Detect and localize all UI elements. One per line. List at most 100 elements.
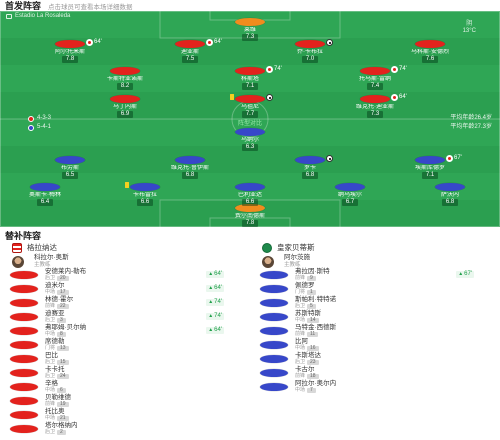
sub-player[interactable]: 苏斯特斯 中场 14 <box>250 310 500 324</box>
home-player[interactable]: 卡斯特亚诺斯 8.2 <box>90 67 160 90</box>
jersey-icon <box>110 95 140 103</box>
away-player[interactable]: 布劳斯 6.5 <box>35 156 105 179</box>
sub-player[interactable]: 卡斯塔达 后卫 23 <box>250 352 500 366</box>
sub-player[interactable]: 马特金·西德斯 前锋 11 <box>250 324 500 338</box>
sub-player-name: 塔尔格纳内 <box>45 421 78 429</box>
home-player[interactable]: 乔·卡布拉 7.0 <box>275 39 345 63</box>
away-team-header[interactable]: 皇家贝蒂斯 <box>262 242 315 253</box>
jersey-icon <box>260 313 288 321</box>
sub-player[interactable]: 佩德罗 门将 1 <box>250 282 500 296</box>
jersey-icon <box>295 156 325 164</box>
player-rating: 6.3 <box>241 144 259 151</box>
player-name: 托马斯·雷纳 <box>359 76 391 82</box>
sub-player[interactable]: 席德勒 门将 13 <box>0 338 250 352</box>
sub-player-text: 贝勒维德 前锋 19 <box>45 394 71 408</box>
sub-player-number: 19 <box>57 401 69 407</box>
sub-player[interactable]: 辛格 中场 6 <box>0 380 250 394</box>
sub-player-name: 卡斯塔达 <box>295 351 321 359</box>
player-cards <box>230 94 234 100</box>
sub-player[interactable]: 塔尔格纳内 后卫 2 <box>0 422 250 436</box>
sub-player-position: 后卫 <box>295 303 306 309</box>
sub-player-position: 门将 <box>295 289 306 295</box>
sub-player[interactable]: 斯帕利·特特诺 后卫 5 <box>250 296 500 310</box>
away-player[interactable]: 奥斯卡·梅林 6.4 <box>10 183 80 206</box>
sub-player-position: 中场 <box>295 317 306 323</box>
home-player[interactable]: 马科斯·安德烈 7.6 <box>395 40 465 63</box>
away-player[interactable]: 埃斯库德罗 7.1 67' <box>395 155 465 179</box>
player-rating: 6.7 <box>341 199 359 206</box>
sub-in-arrow-icon: ▲ <box>208 313 214 319</box>
jersey-icon <box>10 425 38 433</box>
home-player[interactable]: 科斯塔 7.1 74' <box>215 66 285 90</box>
sub-player-number: 13 <box>57 345 69 351</box>
sub-in-minute: ▲ 64' <box>206 271 224 278</box>
away-player[interactable]: 纳乌埃尔 6.7 <box>315 183 385 206</box>
sub-player[interactable]: 阿拉尔·奥尔内 中场 7 <box>250 380 500 394</box>
jersey-icon <box>235 67 265 75</box>
sub-player-position: 前锋 <box>45 303 56 309</box>
sub-player-number: 7 <box>307 387 316 393</box>
player-name: 维克托·迪亚斯 <box>356 104 394 110</box>
sub-player-number: 23 <box>307 359 319 365</box>
jersey-icon <box>260 327 288 335</box>
sub-minute: 74' <box>274 66 282 72</box>
home-player[interactable]: 乌祖尼 7.7 <box>215 94 285 118</box>
player-rating: 6.9 <box>116 111 134 118</box>
jersey-icon <box>10 369 38 377</box>
sub-player-info: 后卫 2 <box>45 429 78 436</box>
sub-player[interactable]: 卡古尔 前锋 18 <box>250 366 500 380</box>
sub-minute: 74' <box>399 66 407 72</box>
sub-player[interactable]: 托比奥 中场 21 <box>0 408 250 422</box>
sub-player[interactable]: 卡卡托 后卫 24 <box>0 366 250 380</box>
home-player[interactable]: 阿尔托米斯 7.8 64' <box>35 39 105 63</box>
sub-player[interactable]: 弗拉因·斯特 前锋 9 ▲ 67' <box>250 268 500 282</box>
sub-player-info: 后卫 23 <box>295 359 321 366</box>
jersey-icon <box>415 40 445 48</box>
away-player[interactable]: 维克托·鲁伊斯 6.8 <box>155 156 225 179</box>
sub-in-minute: ▲ 74' <box>206 313 224 320</box>
jersey-icon <box>110 67 140 75</box>
away-player[interactable]: 费尔南德斯 7.8 <box>215 204 285 227</box>
sub-player[interactable]: 贝勒维德 前锋 19 <box>0 394 250 408</box>
jersey-icon <box>235 18 265 26</box>
sub-player[interactable]: 迪米尔 中场 17 ▲ 64' <box>0 282 250 296</box>
away-player[interactable]: 巴利亚达 6.6 <box>215 183 285 206</box>
sub-player[interactable]: 巴比 后卫 15 <box>0 352 250 366</box>
home-player[interactable]: 维克托·迪亚斯 7.3 64' <box>340 94 410 118</box>
player-name: 阿尔托米斯 <box>54 49 85 55</box>
home-team-header[interactable]: 格拉纳达 <box>12 242 57 253</box>
jersey-icon <box>10 285 38 293</box>
sub-player-name: 林德·霍尔 <box>45 295 74 303</box>
jersey-icon <box>235 204 265 212</box>
sub-player-position: 中场 <box>45 387 56 393</box>
away-player[interactable]: 萨沃内 6.8 <box>415 183 485 206</box>
sub-player[interactable]: 比阿 中场 16 <box>250 338 500 352</box>
home-player[interactable]: 马丁内斯 6.9 <box>90 95 160 118</box>
home-player[interactable]: 莱维 7.3 <box>215 18 285 41</box>
away-player[interactable]: 乌纳尔 6.3 <box>215 128 285 151</box>
jersey-icon <box>335 183 365 191</box>
player-name: 马丁内斯 <box>112 104 137 110</box>
player-name: 卡斯特亚诺斯 <box>106 76 143 82</box>
coach-avatar <box>262 255 274 268</box>
jersey-icon <box>415 156 445 164</box>
player-rating: 7.8 <box>61 56 79 63</box>
away-player[interactable]: 罗卡 6.8 <box>275 155 345 179</box>
sub-player[interactable]: 安德莱内-勒布 后卫 20 ▲ 64' <box>0 268 250 282</box>
away-coach[interactable]: 阿尔茨施 主教练 <box>262 254 310 268</box>
away-player[interactable]: 卡布雷拉 6.6 <box>110 182 180 206</box>
home-player[interactable]: 迪亚斯 7.5 64' <box>155 39 225 63</box>
sub-player-text: 巴比 后卫 15 <box>45 352 69 366</box>
sub-player-position: 前锋 <box>295 331 306 337</box>
subs-title: 替补阵容 <box>5 231 42 241</box>
player-events <box>326 39 333 46</box>
jersey-icon <box>175 156 205 164</box>
home-player[interactable]: 托马斯·雷纳 7.4 74' <box>340 66 410 90</box>
sub-player[interactable]: 迪赛亚 后卫 3 ▲ 74' <box>0 310 250 324</box>
pitch-center-label: 阵型对比 <box>237 121 263 127</box>
player-name: 迪亚斯 <box>180 49 199 55</box>
sub-player[interactable]: 林德·霍尔 前锋 22 ▲ 74' <box>0 296 250 310</box>
home-coach[interactable]: 科拉尔·奥斯 主教练 <box>12 254 69 268</box>
sub-player[interactable]: 弗耶姆·贝尔纳 中场 8 ▲ 64' <box>0 324 250 338</box>
sub-player-text: 弗拉因·斯特 前锋 9 <box>295 268 330 282</box>
